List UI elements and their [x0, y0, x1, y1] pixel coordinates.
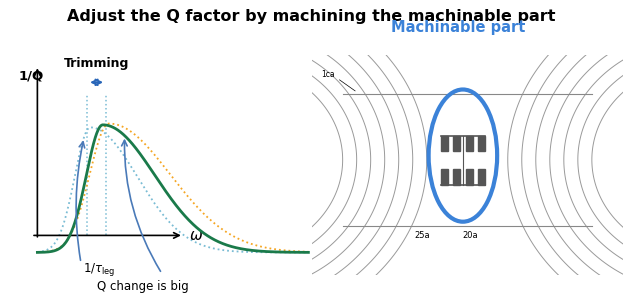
- Text: Adjust the Q factor by machining the machinable part: Adjust the Q factor by machining the mac…: [67, 9, 556, 24]
- Text: 20a: 20a: [462, 231, 478, 240]
- Bar: [454, 136, 460, 151]
- Text: $1/\tau_{\rm leg}$: $1/\tau_{\rm leg}$: [83, 261, 116, 278]
- Text: Trimming: Trimming: [64, 57, 129, 69]
- Bar: [478, 136, 485, 151]
- Text: Machinable part: Machinable part: [391, 20, 525, 35]
- Bar: [478, 170, 485, 185]
- Bar: [441, 170, 447, 185]
- Text: 25a: 25a: [414, 231, 430, 240]
- Bar: [465, 136, 472, 151]
- Bar: [441, 136, 447, 151]
- Text: ω: ω: [190, 228, 202, 243]
- Text: 1/Q: 1/Q: [19, 69, 44, 82]
- Bar: [465, 170, 472, 185]
- Bar: [454, 170, 460, 185]
- Text: 1ca: 1ca: [321, 70, 335, 79]
- Text: Q change is big: Q change is big: [97, 280, 189, 293]
